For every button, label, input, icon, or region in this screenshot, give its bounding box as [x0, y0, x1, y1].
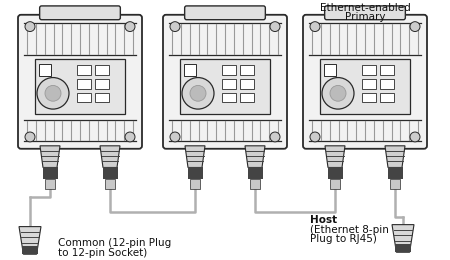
Circle shape: [25, 132, 35, 142]
Bar: [380, 79, 394, 89]
Bar: [324, 64, 336, 76]
Circle shape: [310, 22, 320, 31]
Circle shape: [170, 132, 180, 142]
Polygon shape: [387, 167, 402, 179]
Bar: [320, 59, 410, 114]
Polygon shape: [330, 179, 340, 189]
Polygon shape: [22, 246, 38, 254]
Bar: [362, 65, 376, 75]
FancyBboxPatch shape: [303, 15, 427, 149]
Circle shape: [25, 22, 35, 31]
Circle shape: [37, 77, 69, 109]
Text: Plug to RJ45): Plug to RJ45): [310, 235, 377, 244]
Polygon shape: [328, 167, 342, 179]
Text: Primary: Primary: [345, 12, 385, 22]
Bar: [95, 65, 109, 75]
Circle shape: [410, 132, 420, 142]
Bar: [222, 93, 236, 102]
Polygon shape: [100, 146, 120, 167]
Bar: [222, 65, 236, 75]
Text: Ethernet-enabled: Ethernet-enabled: [320, 3, 410, 13]
Polygon shape: [190, 179, 200, 189]
Circle shape: [330, 86, 346, 101]
Polygon shape: [390, 179, 400, 189]
Polygon shape: [395, 244, 411, 252]
Polygon shape: [325, 146, 345, 167]
Text: (Ethernet 8-pin: (Ethernet 8-pin: [310, 225, 389, 235]
Polygon shape: [185, 146, 205, 167]
Circle shape: [125, 132, 135, 142]
FancyBboxPatch shape: [40, 6, 120, 20]
Text: to 12-pin Socket): to 12-pin Socket): [58, 248, 147, 258]
Polygon shape: [42, 167, 58, 179]
Bar: [35, 59, 125, 114]
Polygon shape: [385, 146, 405, 167]
Bar: [184, 64, 196, 76]
Bar: [240, 93, 254, 102]
Text: Common (12-pin Plug: Common (12-pin Plug: [58, 238, 171, 248]
Polygon shape: [19, 227, 41, 254]
Polygon shape: [103, 167, 117, 179]
Bar: [39, 64, 51, 76]
Text: Host: Host: [310, 215, 337, 225]
Bar: [77, 65, 91, 75]
FancyBboxPatch shape: [324, 6, 405, 20]
Bar: [362, 79, 376, 89]
Circle shape: [270, 132, 280, 142]
Bar: [380, 93, 394, 102]
Bar: [77, 79, 91, 89]
Polygon shape: [250, 179, 260, 189]
Circle shape: [310, 132, 320, 142]
Circle shape: [410, 22, 420, 31]
Polygon shape: [392, 225, 414, 252]
Bar: [95, 93, 109, 102]
Polygon shape: [188, 167, 203, 179]
Polygon shape: [40, 146, 60, 167]
Circle shape: [322, 77, 354, 109]
Bar: [222, 79, 236, 89]
Bar: [362, 93, 376, 102]
Circle shape: [125, 22, 135, 31]
Bar: [180, 59, 270, 114]
Circle shape: [270, 22, 280, 31]
FancyBboxPatch shape: [18, 15, 142, 149]
Polygon shape: [45, 179, 55, 189]
Circle shape: [45, 86, 61, 101]
Bar: [240, 65, 254, 75]
Circle shape: [182, 77, 214, 109]
Bar: [240, 79, 254, 89]
Polygon shape: [248, 167, 262, 179]
Circle shape: [170, 22, 180, 31]
FancyBboxPatch shape: [184, 6, 266, 20]
Bar: [380, 65, 394, 75]
Bar: [95, 79, 109, 89]
Polygon shape: [245, 146, 265, 167]
Bar: [77, 93, 91, 102]
FancyBboxPatch shape: [163, 15, 287, 149]
Circle shape: [190, 86, 206, 101]
Polygon shape: [105, 179, 115, 189]
